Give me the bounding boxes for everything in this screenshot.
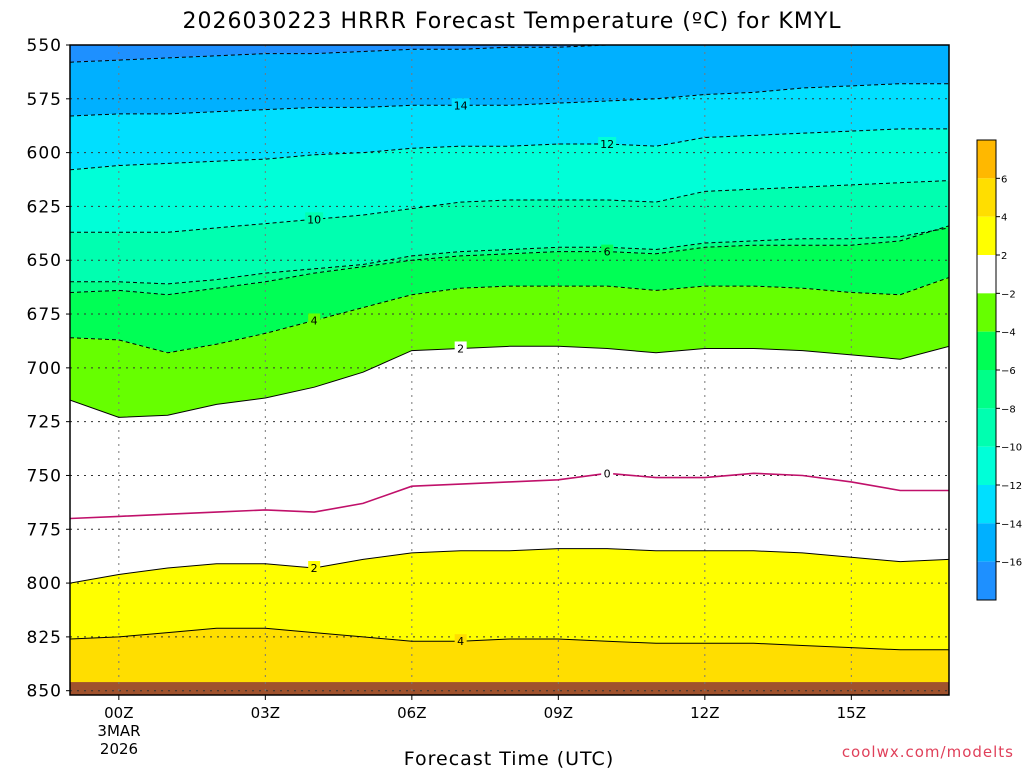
- y-tick-label: 800: [27, 574, 62, 594]
- isotherm-label: 2: [457, 342, 464, 355]
- isotherms: 14 12 10 6 4 2 0 2 4: [70, 45, 949, 651]
- colorbar-swatch: [977, 370, 996, 409]
- ground-strip: [70, 682, 949, 695]
- x-tick-label: 00Z: [104, 704, 133, 722]
- colorbar-tick-label: −8: [1001, 404, 1016, 415]
- isotherm-line: [70, 548, 949, 584]
- isotherm-line: [70, 225, 949, 296]
- colorbar-tick-label: −6: [1001, 366, 1016, 377]
- isotherm-label: 14: [454, 99, 468, 112]
- colorbar-tick-label: 4: [1001, 213, 1007, 224]
- chart-title: 2026030223 HRRR Forecast Temperature (ºC…: [182, 9, 841, 34]
- colorbar-tick-label: −14: [1001, 519, 1022, 530]
- colorbar-swatch: [977, 485, 996, 524]
- band-1: [70, 45, 949, 116]
- band-6: [70, 225, 949, 353]
- band-10: [70, 548, 949, 650]
- date-label-line1: 3MAR: [97, 722, 140, 740]
- y-tick-label: 575: [27, 90, 62, 110]
- y-tick-label: 750: [27, 466, 62, 486]
- isotherm-line: [70, 277, 949, 354]
- isotherm-label-bg: [451, 98, 470, 112]
- isotherm-label-bg: [305, 212, 324, 226]
- y-tick-label: 675: [27, 305, 62, 325]
- colorbar: 6 4 2 −2 −4 −6 −8 −10 −12 −14 −16: [976, 139, 1022, 601]
- isotherm-label: 4: [311, 314, 318, 327]
- isotherm-label-bg: [308, 561, 321, 575]
- band-8: [70, 346, 949, 519]
- isotherm-label-bg: [454, 634, 467, 648]
- isotherm-label: 10: [307, 213, 321, 226]
- x-tick-label: 03Z: [251, 704, 280, 722]
- band-7: [70, 277, 949, 418]
- x-tick-label: 06Z: [397, 704, 426, 722]
- colorbar-swatch: [977, 216, 996, 255]
- y-tick-label: 850: [27, 682, 62, 702]
- isotherm-label: 6: [604, 246, 611, 259]
- colorbar-swatch: [977, 293, 996, 332]
- isotherm-label-bg: [308, 313, 321, 327]
- y-axis: 550 575 600 625 650 675 700 725 750 775 800 825 850: [27, 36, 70, 702]
- colorbar-swatch: [977, 255, 996, 294]
- colorbar-swatch: [977, 178, 996, 217]
- x-tick-label: 15Z: [837, 704, 866, 722]
- colorbar-tick-label: 2: [1001, 251, 1007, 262]
- y-tick-label: 600: [27, 144, 62, 164]
- band-warmest: [70, 628, 949, 695]
- colorbar-tick-label: −4: [1001, 328, 1016, 339]
- y-tick-label: 725: [27, 413, 62, 433]
- band-coldest: [70, 45, 949, 63]
- isotherm-line: [70, 627, 949, 651]
- colorbar-tick-label: −10: [1001, 443, 1022, 454]
- colorbar-tick-label: −2: [1001, 289, 1016, 300]
- band-5: [70, 225, 949, 295]
- band-3: [70, 128, 949, 233]
- x-axis-title: Forecast Time (UTC): [404, 748, 614, 768]
- isotherm-label-bg: [454, 341, 467, 355]
- colorbar-tick-label: −16: [1001, 558, 1022, 569]
- date-label-line2: 2026: [100, 740, 138, 758]
- band-9: [70, 473, 949, 584]
- colorbar-swatch: [977, 561, 996, 600]
- isotherm-label: 12: [600, 138, 614, 151]
- isotherm-label: 4: [457, 635, 464, 648]
- isotherm-line: [70, 345, 949, 418]
- x-axis: 00Z 03Z 06Z 09Z 12Z 15Z: [104, 695, 866, 722]
- plot-frame: [69, 44, 950, 696]
- isotherm-label-bg: [598, 137, 617, 151]
- isotherm-label-bg: [601, 244, 614, 258]
- isotherm-line: [70, 472, 949, 520]
- band-2: [70, 83, 949, 170]
- colorbar-swatch: [977, 140, 996, 179]
- colorbar-swatch: [977, 331, 996, 370]
- colorbar-swatch: [977, 523, 996, 562]
- plot-area: [70, 45, 949, 695]
- y-tick-label: 650: [27, 251, 62, 271]
- y-tick-label: 550: [27, 36, 62, 56]
- x-tick-label: 12Z: [690, 704, 719, 722]
- colorbar-tick-label: −12: [1001, 481, 1022, 492]
- colorbar-swatch: [977, 446, 996, 485]
- colorbar-tick-label: 6: [1001, 174, 1007, 185]
- credit-text: coolwx.com/modelts: [842, 743, 1014, 761]
- y-tick-label: 700: [27, 359, 62, 379]
- x-tick-label: 09Z: [544, 704, 573, 722]
- isotherm-label: 2: [311, 562, 318, 575]
- y-tick-label: 625: [27, 197, 62, 217]
- isotherm-line: [70, 180, 949, 233]
- isotherm-label-bg: [601, 466, 614, 480]
- isotherm-line: [70, 227, 949, 285]
- isotherm-label: 0: [604, 467, 611, 480]
- colorbar-swatch: [977, 408, 996, 447]
- y-tick-label: 825: [27, 628, 62, 648]
- y-tick-label: 775: [27, 520, 62, 540]
